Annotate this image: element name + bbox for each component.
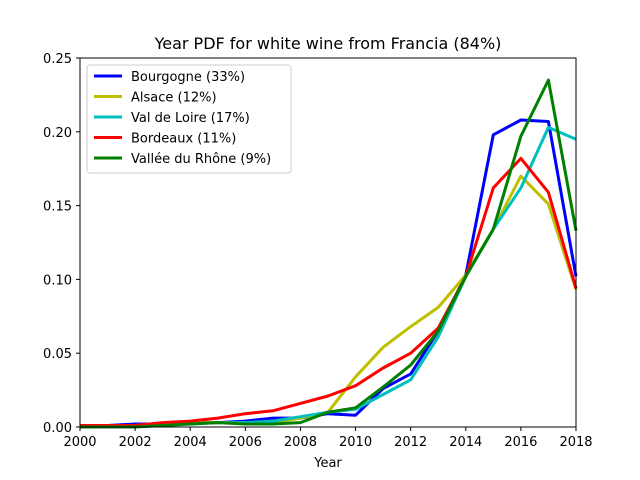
y-axis: 0.00 0.05 0.10 0.15 0.20 0.25 [43,52,80,436]
legend-box [86,64,292,174]
chart-title: Year PDF for white wine from Francia (84… [154,34,502,53]
y-tick-label: 0.10 [43,273,72,288]
x-tick-label: 2006 [229,435,262,450]
x-tick-label: 2008 [284,435,317,450]
x-tick-label: 2002 [119,435,152,450]
x-tick-label: 2014 [449,435,482,450]
y-tick-label: 0.15 [43,200,72,215]
x-axis: 2000 2002 2004 2006 2008 2010 2012 2014 2016 2018 [63,427,593,450]
x-tick-label: 2000 [63,435,96,450]
y-tick-label: 0.25 [43,52,72,67]
series-line-4 [80,78,578,429]
x-tick-label: 2016 [504,435,537,450]
y-tick-label: 0.05 [43,347,72,362]
legend-label: Alsace (12%) [131,91,217,106]
legend-label: Val de Loire (17%) [131,111,250,126]
legend-label: Bourgogne (33%) [131,70,245,85]
x-tick-label: 2018 [559,435,592,450]
x-tick-label: 2004 [174,435,207,450]
x-tick-label: 2012 [394,435,427,450]
legend-label: Vallée du Rhône (9%) [131,152,271,167]
y-tick-label: 0.00 [43,421,72,436]
x-tick-label: 2010 [339,435,372,450]
y-tick-label: 0.20 [43,126,72,141]
legend: Bourgogne (33%) Alsace (12%) Val de Loire … [86,64,292,174]
plot-frame [79,57,577,428]
series-layer [80,78,578,429]
legend-label: Bordeaux (11%) [131,132,236,147]
series-line-3 [80,156,578,427]
x-axis-label: Year [313,456,342,471]
